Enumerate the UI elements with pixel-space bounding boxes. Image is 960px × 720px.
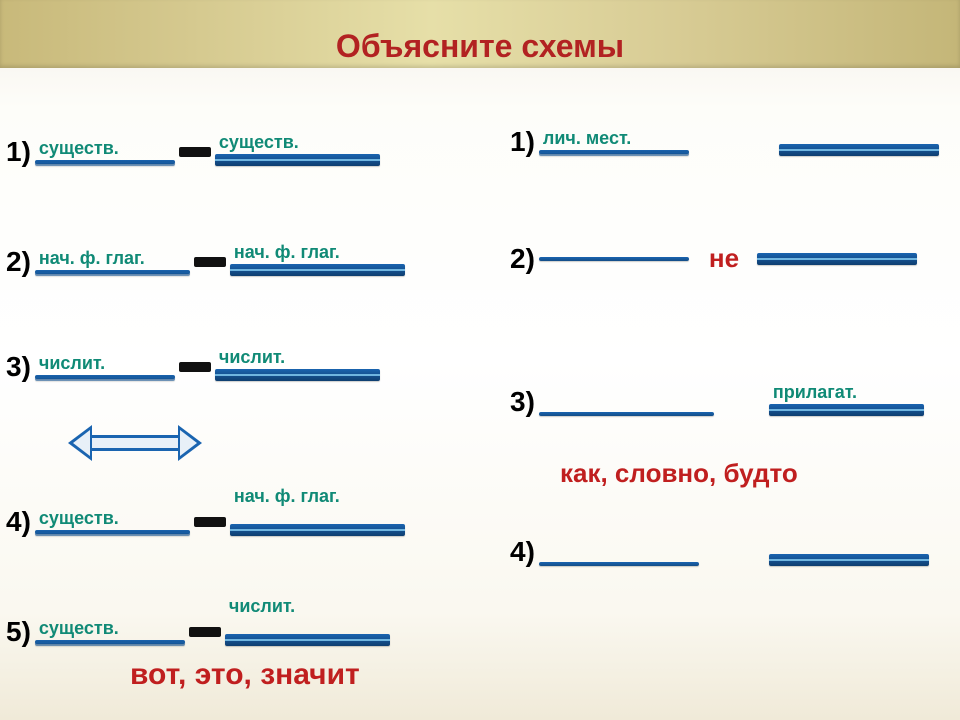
label-pronoun: лич. мест. bbox=[543, 128, 631, 149]
label-num: числит. bbox=[219, 347, 285, 368]
label-noun: существ. bbox=[219, 132, 299, 153]
predicate-line bbox=[215, 369, 380, 381]
predicate-line bbox=[769, 554, 929, 566]
double-arrow-icon bbox=[70, 423, 200, 463]
label-inf: нач. ф. глаг. bbox=[234, 242, 340, 263]
predicate-line bbox=[230, 264, 405, 276]
index-3r: 3) bbox=[510, 388, 535, 416]
dash-icon bbox=[189, 627, 221, 637]
label-adj: прилагат. bbox=[773, 382, 857, 403]
subject-num: числит. bbox=[35, 375, 175, 381]
predicate-noun: существ. bbox=[215, 154, 380, 166]
label-noun: существ. bbox=[39, 618, 119, 639]
predicate-line bbox=[779, 144, 939, 156]
label-num: числит. bbox=[229, 596, 295, 617]
predicate-num: числит. bbox=[225, 634, 390, 646]
right-row-4: 4) bbox=[510, 538, 929, 566]
predicate-line bbox=[757, 253, 917, 265]
right-row-2: 2) не bbox=[510, 243, 917, 274]
predicate-line bbox=[769, 404, 924, 416]
index-2: 2) bbox=[6, 248, 31, 276]
label-inf: нач. ф. глаг. bbox=[39, 248, 145, 269]
label-noun: существ. bbox=[39, 508, 119, 529]
predicate-line bbox=[230, 524, 405, 536]
left-row-1: 1) существ. существ. bbox=[6, 138, 380, 166]
label-noun: существ. bbox=[39, 138, 119, 159]
subject-pronoun: лич. мест. bbox=[539, 150, 689, 156]
left-row-2: 2) нач. ф. глаг. нач. ф. глаг. bbox=[6, 248, 405, 276]
subject-inf: нач. ф. глаг. bbox=[35, 270, 190, 276]
index-1: 1) bbox=[6, 138, 31, 166]
subject-line bbox=[539, 412, 714, 416]
index-4r: 4) bbox=[510, 538, 535, 566]
predicate-adj: прилагат. bbox=[769, 404, 924, 416]
subject-line bbox=[539, 562, 699, 566]
index-5: 5) bbox=[6, 618, 31, 646]
subject-plain bbox=[539, 562, 699, 566]
dash-icon bbox=[194, 257, 226, 267]
subject-noun: существ. bbox=[35, 640, 185, 646]
subject-plain bbox=[539, 257, 689, 261]
label-num: числит. bbox=[39, 353, 105, 374]
predicate-line bbox=[225, 634, 390, 646]
left-row-5: 5) существ. числит. bbox=[6, 618, 390, 646]
dash-icon bbox=[179, 362, 211, 372]
dash-icon bbox=[179, 147, 211, 157]
right-row-1: 1) лич. мест. bbox=[510, 128, 939, 156]
subject-noun: существ. bbox=[35, 160, 175, 166]
left-row-3: 3) числит. числит. bbox=[6, 353, 380, 381]
predicate-plain bbox=[769, 554, 929, 566]
right-row-3: 3) прилагат. bbox=[510, 388, 924, 416]
predicate-plain bbox=[779, 144, 939, 156]
label-inf: нач. ф. глаг. bbox=[234, 486, 340, 507]
left-row-4: 4) существ. нач. ф. глаг. bbox=[6, 508, 405, 536]
word-comparatives: как, словно, будто bbox=[560, 458, 798, 489]
subject-noun: существ. bbox=[35, 530, 190, 536]
index-1r: 1) bbox=[510, 128, 535, 156]
index-3: 3) bbox=[6, 353, 31, 381]
bottom-words: вот, это, значит bbox=[130, 658, 360, 692]
predicate-inf: нач. ф. глаг. bbox=[230, 264, 405, 276]
subject-line bbox=[539, 257, 689, 261]
slide-title: Объясните схемы bbox=[0, 28, 960, 65]
predicate-plain bbox=[757, 253, 917, 265]
predicate-num: числит. bbox=[215, 369, 380, 381]
word-ne: не bbox=[709, 243, 739, 274]
dash-icon bbox=[194, 517, 226, 527]
schemes-area: 1) существ. существ. 2) нач. ф. глаг. на… bbox=[0, 78, 960, 678]
index-4: 4) bbox=[6, 508, 31, 536]
index-2r: 2) bbox=[510, 245, 535, 273]
predicate-inf: нач. ф. глаг. bbox=[230, 524, 405, 536]
predicate-line bbox=[215, 154, 380, 166]
subject-plain bbox=[539, 412, 714, 416]
